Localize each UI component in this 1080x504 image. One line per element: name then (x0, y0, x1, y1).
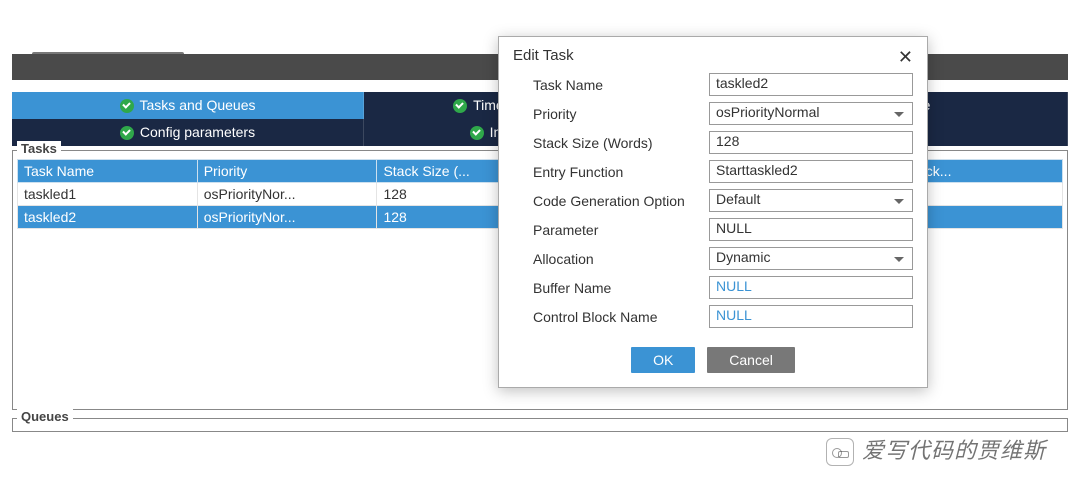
check-icon (470, 126, 484, 140)
tab-tasks-and-queues[interactable]: Tasks and Queues (12, 92, 364, 119)
form-label: Control Block Name (533, 309, 709, 325)
form-label: Allocation (533, 251, 709, 267)
tab-label: Tasks and Queues (140, 97, 256, 113)
form-label: Code Generation Option (533, 193, 709, 209)
form-select[interactable]: Default (709, 189, 913, 212)
form-input[interactable]: NULL (709, 218, 913, 241)
queues-fieldset: Queues (12, 418, 1068, 432)
form-select[interactable]: osPriorityNormal (709, 102, 913, 125)
dialog-form: Task Nametaskled2PriorityosPriorityNorma… (499, 70, 927, 339)
form-input[interactable]: NULL (709, 305, 913, 328)
table-cell: osPriorityNor... (197, 183, 377, 206)
form-row: AllocationDynamic (533, 244, 913, 273)
dialog-title: Edit Task (513, 47, 574, 64)
queues-legend: Queues (17, 409, 73, 424)
form-row: Buffer NameNULL (533, 273, 913, 302)
form-select[interactable]: Dynamic (709, 247, 913, 270)
column-header[interactable]: Task Name (18, 160, 198, 183)
tasks-legend: Tasks (17, 141, 61, 156)
form-input[interactable]: taskled2 (709, 73, 913, 96)
form-label: Priority (533, 106, 709, 122)
form-row: Stack Size (Words)128 (533, 128, 913, 157)
form-label: Stack Size (Words) (533, 135, 709, 151)
dialog-title-bar: Edit Task ✕ (499, 37, 927, 70)
dialog-buttons: OK Cancel (499, 339, 927, 387)
check-icon (453, 99, 467, 113)
table-cell: taskled2 (18, 206, 198, 229)
form-row: PriorityosPriorityNormal (533, 99, 913, 128)
ok-button[interactable]: OK (631, 347, 695, 373)
close-icon[interactable]: ✕ (898, 47, 913, 68)
form-row: Code Generation OptionDefault (533, 186, 913, 215)
form-row: Control Block NameNULL (533, 302, 913, 331)
form-input[interactable]: NULL (709, 276, 913, 299)
check-icon (120, 126, 134, 140)
form-label: Buffer Name (533, 280, 709, 296)
form-row: ParameterNULL (533, 215, 913, 244)
form-row: Entry FunctionStarttaskled2 (533, 157, 913, 186)
form-label: Entry Function (533, 164, 709, 180)
watermark: 爱写代码的贾维斯 (826, 433, 1046, 466)
edit-task-dialog: Edit Task ✕ Task Nametaskled2PriorityosP… (498, 36, 928, 388)
cancel-button[interactable]: Cancel (707, 347, 795, 373)
table-cell: osPriorityNor... (197, 206, 377, 229)
form-label: Parameter (533, 222, 709, 238)
form-row: Task Nametaskled2 (533, 70, 913, 99)
form-input[interactable]: Starttaskled2 (709, 160, 913, 183)
table-cell: taskled1 (18, 183, 198, 206)
tab-label: Config parameters (140, 124, 255, 140)
tab-config-parameters[interactable]: Config parameters (12, 119, 364, 146)
form-input[interactable]: 128 (709, 131, 913, 154)
form-label: Task Name (533, 77, 709, 93)
column-header[interactable]: Priority (197, 160, 377, 183)
wechat-icon (826, 438, 854, 466)
check-icon (120, 99, 134, 113)
